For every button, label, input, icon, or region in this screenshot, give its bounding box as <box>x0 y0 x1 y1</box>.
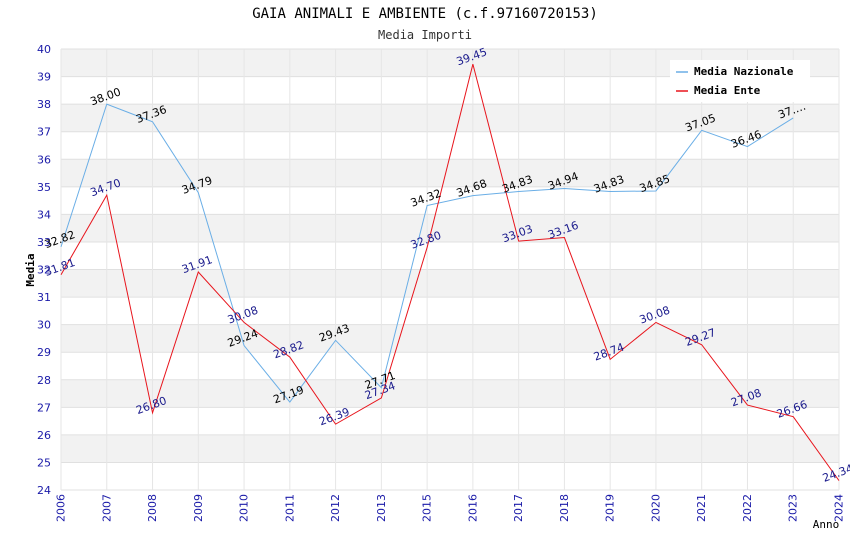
series-lines <box>60 64 840 481</box>
x-axis-label: Anno <box>813 518 840 531</box>
y-tick-label: 25 <box>37 456 51 469</box>
y-tick-label: 31 <box>37 291 51 304</box>
x-ticks: 2006 2007 2008 2009 2010 2011 2012 2013 2015 2016… <box>55 494 846 522</box>
grid-band <box>61 407 839 435</box>
y-tick-label: 28 <box>37 374 51 387</box>
y-axis-label: Media <box>24 253 37 286</box>
y-tick-label: 24 <box>37 484 51 497</box>
y-ticks: 24 25 26 27 28 29 30 31 32 33 34 35 36 37 38 39 40 <box>37 43 51 497</box>
grid-bands <box>61 49 839 490</box>
y-tick-label: 33 <box>37 236 51 249</box>
series-line-media-ente <box>60 64 840 481</box>
x-tick-label: 2013 <box>375 494 388 522</box>
x-tick-label: 2021 <box>695 494 708 522</box>
series-line-media-nazionale <box>60 103 794 403</box>
grid-band <box>61 269 839 298</box>
x-tick-label: 2006 <box>55 494 68 522</box>
y-tick-label: 30 <box>37 319 51 332</box>
x-tick-label: 2024 <box>833 494 846 522</box>
grid-band <box>61 324 839 353</box>
x-tick-label: 2012 <box>329 494 342 522</box>
x-tick-label: 2018 <box>558 494 571 522</box>
legend-label-media-nazionale: Media Nazionale <box>694 65 794 78</box>
grid-band <box>61 352 839 380</box>
x-tick-label: 2010 <box>238 494 251 522</box>
x-tick-label: 2020 <box>649 494 662 522</box>
x-tick-label: 2011 <box>283 494 296 522</box>
y-tick-label: 35 <box>37 181 51 194</box>
y-tick-label: 27 <box>37 401 51 414</box>
legend-label-media-ente: Media Ente <box>694 84 761 97</box>
y-tick-label: 34 <box>37 208 51 221</box>
x-tick-label: 2022 <box>741 494 754 522</box>
grid-band <box>61 159 839 187</box>
grid-band <box>61 462 839 490</box>
grid-band <box>61 241 839 270</box>
y-tick-label: 37 <box>37 126 51 139</box>
y-tick-label: 39 <box>37 71 51 84</box>
legend: Media Nazionale Media Ente <box>670 60 810 102</box>
x-tick-label: 2016 <box>466 494 479 522</box>
chart-subtitle: Media Importi <box>378 28 472 42</box>
grid-band <box>61 104 839 132</box>
y-tick-label: 29 <box>37 346 51 359</box>
grid-band <box>61 297 839 325</box>
y-tick-label: 32 <box>37 264 51 277</box>
y-tick-label: 26 <box>37 429 51 442</box>
grid-band <box>61 214 839 242</box>
x-tick-label: 2015 <box>421 494 434 522</box>
grid-band <box>61 379 839 408</box>
grid-band <box>61 434 839 463</box>
legend-box <box>670 60 810 102</box>
y-tick-label: 36 <box>37 153 51 166</box>
chart-title: GAIA ANIMALI E AMBIENTE (c.f.97160720153… <box>252 6 598 22</box>
x-tick-label: 2017 <box>512 494 525 522</box>
y-tick-label: 38 <box>37 98 51 111</box>
x-tick-label: 2009 <box>192 494 205 522</box>
x-tick-label: 2023 <box>787 494 800 522</box>
x-tick-label: 2007 <box>100 494 113 522</box>
y-tick-label: 40 <box>37 43 51 56</box>
x-tick-label: 2019 <box>604 494 617 522</box>
x-tick-label: 2008 <box>146 494 159 522</box>
